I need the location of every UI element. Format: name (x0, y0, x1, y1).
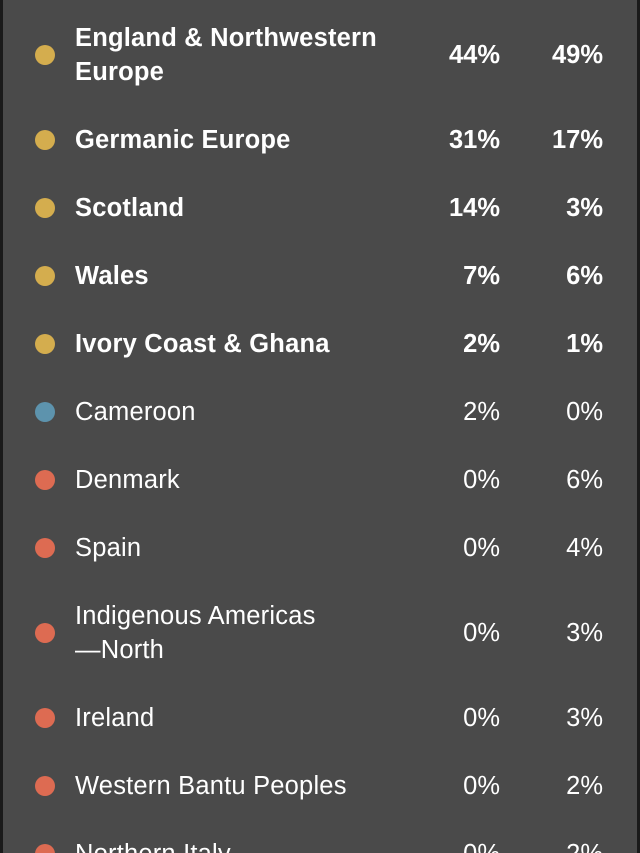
region-name: Cameroon (75, 398, 196, 426)
region-percent-second: 3% (566, 194, 603, 222)
region-percent-first: 0% (463, 534, 500, 562)
region-name: Northern Italy (75, 837, 405, 853)
region-list: England & Northwestern Europe 44% 49% Germa… (0, 4, 640, 853)
region-color-dot-icon (35, 45, 55, 65)
region-row[interactable]: Ireland 0% 3% (0, 684, 640, 752)
region-row[interactable]: Wales 7% 6% (0, 242, 640, 310)
region-percent-second: 49% (551, 41, 603, 69)
region-percent-second: 3% (566, 704, 603, 732)
region-percent-second: 2% (566, 772, 603, 800)
region-percent-first: 0% (463, 704, 500, 732)
region-percent-first: 0% (463, 772, 500, 800)
region-percent-second: 3% (566, 619, 603, 647)
region-percent-first: 2% (463, 398, 500, 426)
region-row[interactable]: Ivory Coast & Ghana 2% 1% (0, 310, 640, 378)
region-name: Spain (75, 534, 142, 562)
region-color-dot-icon (35, 334, 55, 354)
region-percent-first: 0% (410, 837, 500, 853)
region-percent-first: 14% (448, 194, 500, 222)
region-name: England & Northwestern Europe (75, 24, 377, 86)
region-row[interactable]: Indigenous Americas —North 0% 3% (0, 582, 640, 684)
left-edge-border (0, 0, 3, 853)
region-percent-second: 4% (566, 534, 603, 562)
region-percent-second: 17% (551, 126, 603, 154)
region-row[interactable]: Denmark 0% 6% (0, 446, 640, 514)
region-name: Denmark (75, 466, 180, 494)
region-name: Indigenous Americas —North (75, 602, 316, 664)
region-row[interactable]: Western Bantu Peoples 0% 2% (0, 752, 640, 820)
region-color-dot-icon (35, 130, 55, 150)
region-row[interactable]: Cameroon 2% 0% (0, 378, 640, 446)
region-row[interactable]: Northern Italy 0% 2% (0, 820, 640, 853)
region-row[interactable]: Spain 0% 4% (0, 514, 640, 582)
region-color-dot-icon (35, 402, 55, 422)
region-name: Germanic Europe (75, 126, 291, 154)
region-percent-first: 7% (463, 262, 500, 290)
region-percent-first: 0% (463, 619, 500, 647)
region-percent-second: 6% (566, 466, 603, 494)
region-name: Western Bantu Peoples (75, 772, 347, 800)
region-row[interactable]: England & Northwestern Europe 44% 49% (0, 4, 640, 106)
right-edge-border (637, 0, 640, 853)
region-row[interactable]: Scotland 14% 3% (0, 174, 640, 242)
region-color-dot-icon (35, 623, 55, 643)
region-name: Scotland (75, 194, 185, 222)
region-percent-second: 1% (566, 330, 603, 358)
region-percent-first: 44% (448, 41, 500, 69)
region-name: Ireland (75, 704, 155, 732)
region-percent-second: 6% (566, 262, 603, 290)
region-color-dot-icon (35, 708, 55, 728)
region-row[interactable]: Germanic Europe 31% 17% (0, 106, 640, 174)
region-percent-second: 2% (513, 837, 603, 853)
region-color-dot-icon (35, 470, 55, 490)
region-name: Ivory Coast & Ghana (75, 330, 330, 358)
region-color-dot-icon (35, 844, 55, 853)
region-color-dot-icon (35, 198, 55, 218)
region-percent-second: 0% (566, 398, 603, 426)
region-percent-first: 0% (463, 466, 500, 494)
region-color-dot-icon (35, 538, 55, 558)
region-name: Wales (75, 262, 149, 290)
region-color-dot-icon (35, 266, 55, 286)
region-percent-first: 2% (463, 330, 500, 358)
region-percent-first: 31% (448, 126, 500, 154)
region-color-dot-icon (35, 776, 55, 796)
